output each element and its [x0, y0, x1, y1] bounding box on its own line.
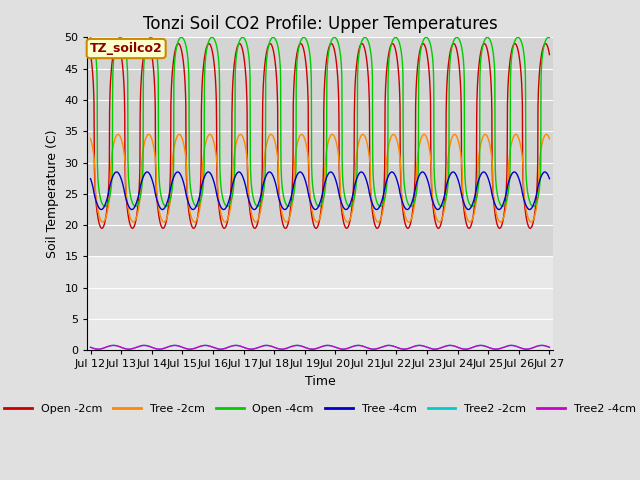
- Open -2cm: [110, 48, 118, 53]
- Open -4cm: [448, 43, 456, 49]
- Tree -2cm: [449, 134, 456, 140]
- Line: Tree2 -4cm: Tree2 -4cm: [90, 346, 550, 349]
- Tree -4cm: [110, 171, 118, 177]
- Tree2 -2cm: [110, 343, 118, 348]
- Tree2 -2cm: [86, 345, 94, 350]
- Tree2 -2cm: [400, 346, 408, 352]
- Open -2cm: [449, 42, 456, 48]
- Open -4cm: [546, 35, 554, 40]
- Tree2 -2cm: [449, 343, 456, 348]
- Open -2cm: [310, 223, 317, 228]
- Title: Tonzi Soil CO2 Profile: Upper Temperatures: Tonzi Soil CO2 Profile: Upper Temperatur…: [143, 15, 497, 33]
- Tree2 -4cm: [449, 343, 456, 348]
- Open -4cm: [254, 204, 262, 209]
- Tree2 -2cm: [232, 343, 240, 348]
- Tree -4cm: [532, 193, 540, 199]
- Tree -4cm: [448, 169, 456, 175]
- Open -4cm: [310, 192, 317, 198]
- Tree2 -4cm: [298, 343, 305, 349]
- Open -4cm: [532, 200, 540, 206]
- Tree2 -4cm: [86, 345, 94, 350]
- Tree2 -2cm: [532, 344, 540, 349]
- Tree -4cm: [86, 176, 94, 181]
- Open -2cm: [298, 41, 305, 47]
- Open -2cm: [86, 52, 94, 58]
- Tree -2cm: [237, 132, 244, 137]
- Open -2cm: [532, 194, 540, 200]
- Open -4cm: [110, 53, 118, 59]
- Open -4cm: [298, 36, 305, 42]
- Tree -4cm: [298, 170, 305, 176]
- Tree2 -2cm: [546, 345, 554, 350]
- Line: Tree -4cm: Tree -4cm: [90, 172, 550, 210]
- Open -4cm: [86, 35, 94, 40]
- Text: TZ_soilco2: TZ_soilco2: [90, 42, 163, 55]
- Tree -4cm: [541, 169, 548, 175]
- Tree -4cm: [310, 206, 317, 212]
- Tree -4cm: [532, 192, 540, 198]
- Tree2 -4cm: [532, 344, 540, 349]
- Tree -2cm: [546, 136, 554, 142]
- Tree -4cm: [546, 176, 554, 181]
- Tree2 -4cm: [546, 345, 554, 350]
- Tree -2cm: [532, 205, 540, 211]
- Tree -2cm: [405, 219, 413, 225]
- Tree2 -4cm: [532, 344, 540, 349]
- Open -2cm: [236, 41, 243, 47]
- Tree2 -4cm: [110, 343, 118, 348]
- X-axis label: Time: Time: [305, 375, 335, 388]
- Tree -2cm: [110, 140, 118, 145]
- Tree -2cm: [298, 132, 305, 137]
- Tree -4cm: [250, 207, 258, 213]
- Open -2cm: [546, 52, 554, 58]
- Tree2 -2cm: [310, 346, 317, 352]
- Tree2 -4cm: [232, 343, 240, 348]
- Tree2 -4cm: [310, 346, 317, 352]
- Line: Tree2 -2cm: Tree2 -2cm: [90, 346, 550, 349]
- Line: Tree -2cm: Tree -2cm: [90, 134, 550, 222]
- Tree2 -4cm: [400, 346, 408, 352]
- Tree -2cm: [532, 204, 540, 210]
- Tree -2cm: [310, 215, 317, 221]
- Tree -2cm: [86, 136, 94, 142]
- Line: Open -4cm: Open -4cm: [90, 37, 550, 206]
- Open -2cm: [532, 191, 540, 197]
- Y-axis label: Soil Temperature (C): Soil Temperature (C): [46, 130, 59, 258]
- Open -4cm: [532, 200, 540, 205]
- Legend: Open -2cm, Tree -2cm, Open -4cm, Tree -4cm, Tree2 -2cm, Tree2 -4cm: Open -2cm, Tree -2cm, Open -4cm, Tree -4…: [0, 400, 640, 419]
- Tree2 -2cm: [298, 343, 305, 349]
- Tree2 -2cm: [532, 344, 540, 349]
- Open -2cm: [404, 226, 412, 231]
- Bar: [88, 256, 552, 350]
- Open -4cm: [545, 35, 552, 40]
- Line: Open -2cm: Open -2cm: [90, 44, 550, 228]
